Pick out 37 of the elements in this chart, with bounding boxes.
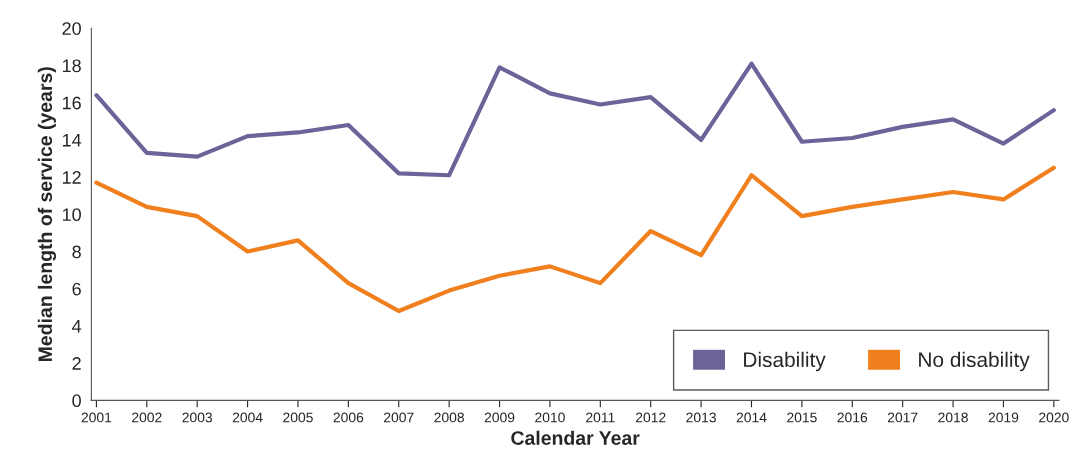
y-axis-title: Median length of service (years) [37, 67, 57, 362]
x-tick-label: 2009 [484, 412, 515, 423]
x-tick-label: 2005 [283, 412, 313, 423]
y-tick-label: 6 [72, 282, 81, 296]
y-tick-label: 2 [72, 357, 81, 370]
y-tick-label: 4 [72, 320, 82, 333]
x-tick-label: 2015 [787, 412, 817, 423]
y-tick-label: 12 [62, 171, 81, 184]
line-series [94, 61, 1056, 178]
x-tick-label: 2003 [182, 412, 213, 423]
y-tick-label: 8 [72, 245, 81, 259]
x-tick-label: 2018 [938, 412, 968, 423]
y-tick-label: 10 [62, 208, 81, 222]
x-tick-label: 2016 [837, 412, 868, 423]
x-tick-label: 2011 [586, 412, 615, 423]
x-tick-label: 2017 [887, 412, 918, 423]
x-tick-label: 2006 [333, 412, 364, 423]
x-tick-label: 2007 [384, 412, 414, 423]
x-tick-label: 2010 [535, 412, 565, 423]
line-series [94, 165, 1056, 314]
y-tick-label: 14 [62, 134, 82, 147]
x-tick-label: 2004 [232, 412, 263, 423]
y-tick-label: 0 [72, 394, 81, 408]
y-tick-label: 16 [62, 96, 81, 110]
x-axis-title: Calendar Year [511, 430, 640, 445]
x-tick-label: 2019 [988, 412, 1019, 423]
x-tick-label: 2014 [736, 412, 767, 423]
y-tick-label: 18 [62, 59, 81, 73]
y-tick-label: 20 [62, 22, 81, 35]
x-tick-label: 2012 [635, 412, 666, 423]
x-tick-label: 2001 [81, 412, 112, 423]
x-tick-label: 2008 [434, 412, 464, 423]
x-tick-label: 2020 [1039, 412, 1069, 423]
legend-label: No disability [919, 351, 1030, 372]
legend-label: Disability [744, 351, 826, 372]
x-tick-label: 2002 [132, 412, 162, 423]
x-tick-label: 2013 [686, 412, 716, 423]
